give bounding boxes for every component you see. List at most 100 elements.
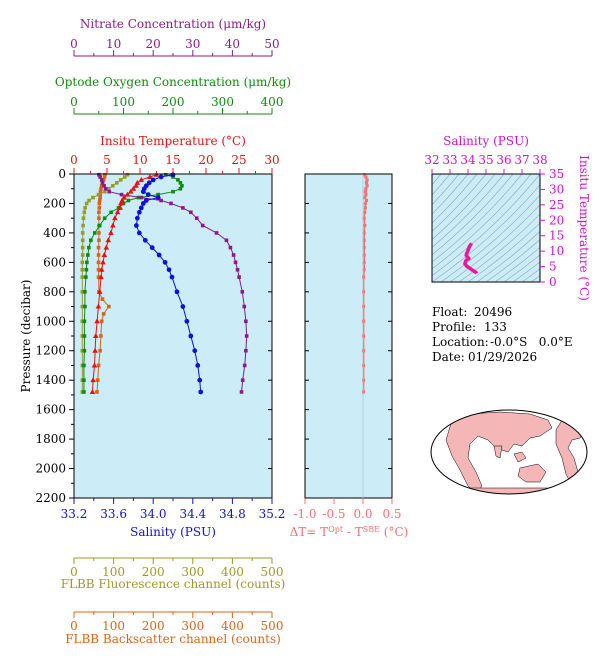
ts-isopycnal [449,204,540,282]
backscatter-point [98,348,102,353]
pressure-tick-label: 1400 [35,373,66,387]
nitrate-point [244,348,248,353]
oxygen-point [102,216,107,220]
temperature-point [98,266,105,272]
oxygen-point [178,186,183,191]
backscatter-point [101,178,106,182]
backscatter-point [97,198,102,203]
salinity-point [140,189,146,195]
delta-t-plot-background [305,174,392,498]
temperature-point [105,237,112,243]
fluorescence-point [107,186,111,191]
salinity-tick-label: 34.0 [140,507,167,521]
temperature-point [118,200,124,206]
oxygen-point [82,348,87,353]
pressure-tick-label: 800 [43,285,66,299]
fluorescence-point [81,216,86,220]
temperature-point [124,191,131,197]
pressure-axis-label: Pressure (decibar) [19,280,33,393]
nitrate-point [239,390,244,394]
ts-isopycnal [494,246,540,282]
salinity-tick-label: 34.8 [219,507,246,521]
ts-y-tick-label: 30 [549,182,564,196]
temperature-point [112,215,118,221]
delta-t-point [362,268,366,272]
delta-t-plot-frame [304,173,393,499]
fluorescence-axis: 0 100 200 300 400 500 [70,557,284,579]
temperature-point [92,333,99,338]
backscatter-point [103,172,107,177]
fluorescence-tick-label: 500 [261,565,284,579]
oxygen-point [156,192,160,197]
salinity-point [142,237,148,243]
temperature-point [133,182,139,188]
oxygen-point [84,267,89,272]
temperature-point [121,194,127,200]
nitrate-point [98,175,102,179]
delta-t-axis-label: ΔT= TOpt - TSBE (°C) [290,525,409,540]
oxygen-point [126,198,131,203]
salinity-point [145,192,151,198]
delta-t-point [365,178,369,182]
delta-t-point [364,181,369,185]
delta-t-axis: -1.0 -0.5 0.0 0.5 [293,173,402,521]
oxygen-point [82,334,87,338]
delta-t-tick-label: -0.5 [322,507,345,521]
nitrate-point [181,206,185,210]
backscatter-axis: 0 100 200 300 400 500 [70,611,284,633]
pressure-axis: 0 200 400 600 800 1000 1200 1400 1600 1800 2000 220… [35,167,272,505]
map-australia [517,463,547,483]
fluorescence-tick-label: 200 [142,565,165,579]
oxygen-point [82,378,86,382]
oxygen-point [89,238,93,243]
delta-t-point [364,193,368,197]
salinity-point [149,245,155,251]
delta-t-tick-label: 0.5 [382,507,401,521]
fluorescence-point [80,348,85,353]
backscatter-tick-label: 500 [261,619,284,633]
ts-isopycnal [432,174,460,206]
delta-t-series-layer [361,173,369,394]
nitrate-point [235,267,240,272]
ts-plot-background [432,174,540,282]
fluorescence-point [80,319,85,324]
salinity-point [150,177,156,183]
delta-t-point [363,223,367,228]
salinity-point [162,259,168,265]
ts-isopycnal [432,174,451,196]
fluorescence-point [80,245,85,250]
temperature-point [127,188,134,194]
oxygen-tick-label: 400 [261,95,284,109]
temperature-point [91,362,98,368]
salinity-tick-label: 34.4 [179,507,206,521]
temperature-tick-label: 5 [103,153,111,167]
temperature-point [114,209,121,215]
date-label: Date: [432,350,465,364]
backscatter-point [95,390,99,394]
ts-x-tick-label: 33 [442,153,457,167]
fluorescence-point [84,201,89,206]
fluorescence-point [80,334,85,338]
ts-isopycnal [530,275,540,282]
delta-t-point [362,260,366,264]
oxygen-tick-label: 0 [70,95,78,109]
temperature-point [94,318,100,324]
oxygen-point [82,390,86,394]
temperature-point [147,173,153,179]
fluorescence-point [80,290,85,294]
delta-t-point [364,198,369,203]
backscatter-point [96,245,101,250]
salinity-point [155,195,161,200]
delta-t-tick-label: -1.0 [293,507,316,521]
oxygen-point [178,181,183,185]
ts-y-tick-label: 35 [549,167,564,181]
oxygen-tick-label: 200 [162,95,185,109]
float-value: 20496 [474,305,512,319]
backscatter-tick-label: 200 [142,619,165,633]
ts-isopycnal [432,174,478,224]
ts-isopycnal [432,174,496,240]
fluorescence-point [103,189,107,194]
backscatter-point [96,275,101,279]
nitrate-tick-label: 10 [106,37,121,51]
